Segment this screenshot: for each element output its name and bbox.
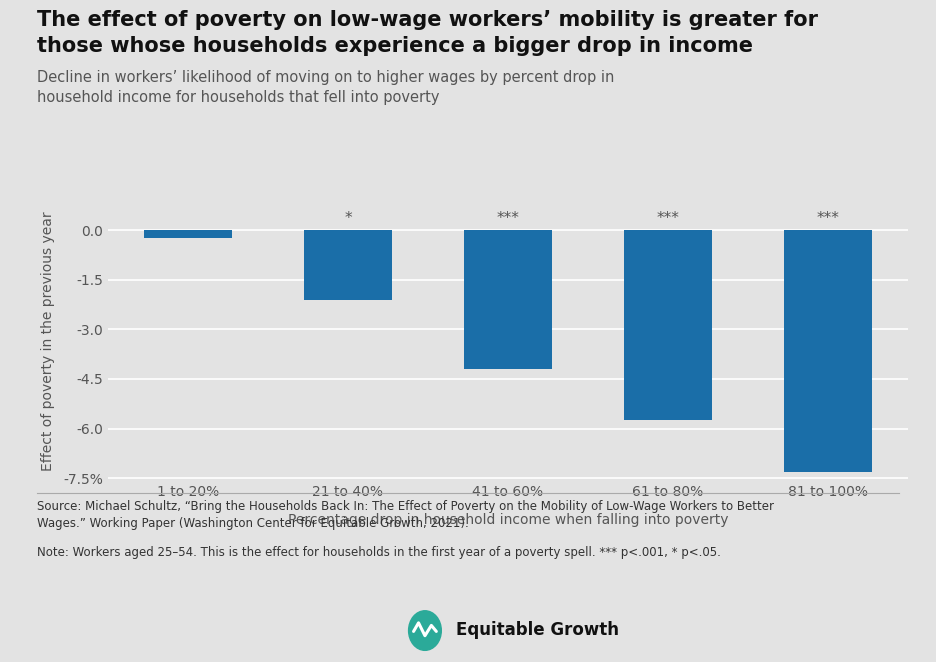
Text: ***: *** [496, 211, 519, 226]
Text: ***: *** [816, 211, 839, 226]
Text: those whose households experience a bigger drop in income: those whose households experience a bigg… [37, 36, 753, 56]
Bar [783, 230, 871, 471]
Y-axis label: Effect of poverty in the previous year: Effect of poverty in the previous year [40, 211, 54, 471]
Bar [623, 230, 711, 420]
Bar [144, 230, 232, 238]
Text: ***: *** [656, 211, 680, 226]
Text: *: * [344, 211, 352, 226]
Text: The effect of poverty on low-wage workers’ mobility is greater for: The effect of poverty on low-wage worker… [37, 10, 818, 30]
Circle shape [409, 611, 441, 650]
X-axis label: Percentage drop in household income when falling into poverty: Percentage drop in household income when… [287, 512, 728, 527]
Bar [304, 230, 392, 299]
Text: Decline in workers’ likelihood of moving on to higher wages by percent drop in
h: Decline in workers’ likelihood of moving… [37, 70, 615, 105]
Text: Equitable Growth: Equitable Growth [456, 621, 619, 639]
Text: Source: Michael Schultz, “Bring the Households Back In: The Effect of Poverty on: Source: Michael Schultz, “Bring the Hous… [37, 500, 774, 530]
Text: Note: Workers aged 25–54. This is the effect for households in the first year of: Note: Workers aged 25–54. This is the ef… [37, 546, 722, 559]
Bar [464, 230, 551, 369]
